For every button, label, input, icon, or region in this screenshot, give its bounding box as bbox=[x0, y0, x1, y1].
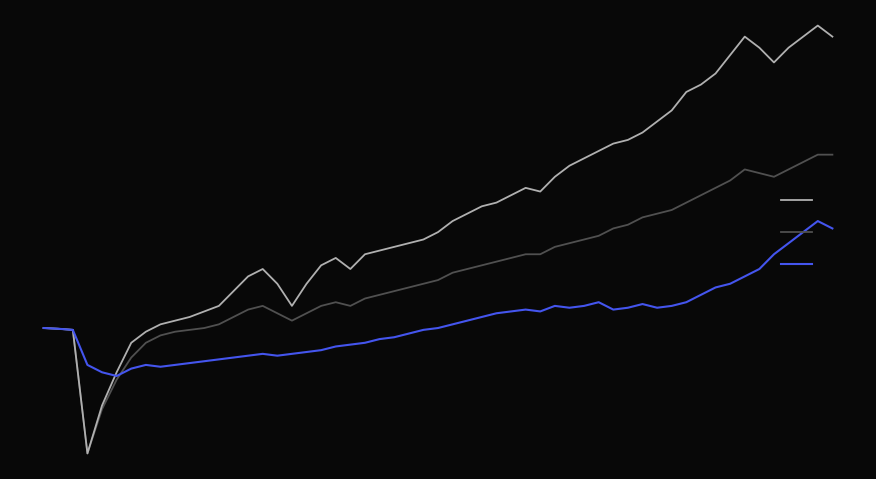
Legend: , , : , , bbox=[781, 194, 823, 271]
